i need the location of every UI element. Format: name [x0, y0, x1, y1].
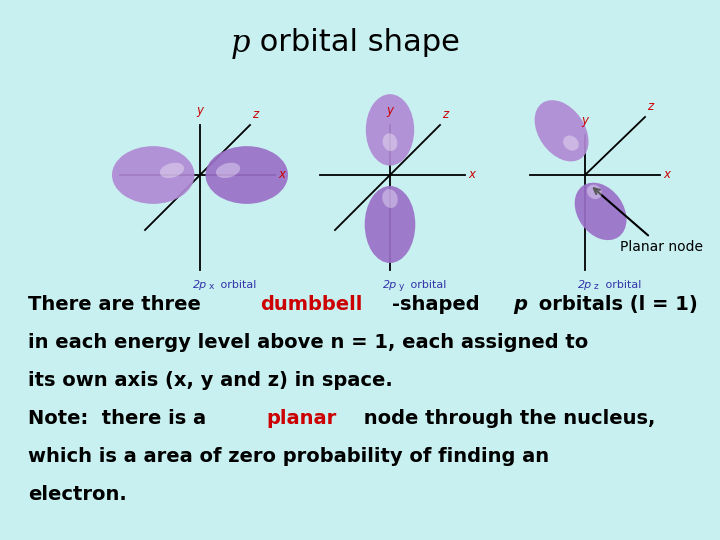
Text: Note:  there is a: Note: there is a [28, 409, 213, 428]
Text: its own axis (x, y and z) in space.: its own axis (x, y and z) in space. [28, 371, 392, 390]
Text: x: x [209, 282, 215, 291]
Ellipse shape [365, 186, 415, 263]
Text: orbital: orbital [407, 280, 446, 290]
Text: y: y [582, 114, 588, 127]
Text: electron.: electron. [28, 485, 127, 504]
Text: which is a area of zero probability of finding an: which is a area of zero probability of f… [28, 447, 549, 466]
Text: dumbbell: dumbbell [260, 295, 362, 314]
Text: planar: planar [266, 409, 337, 428]
Ellipse shape [535, 100, 588, 161]
Ellipse shape [205, 146, 288, 204]
Ellipse shape [160, 163, 184, 178]
Text: y: y [387, 104, 394, 117]
Text: Planar node: Planar node [594, 188, 703, 254]
Text: 2p: 2p [578, 280, 592, 290]
Text: p: p [230, 28, 250, 59]
Text: orbital: orbital [217, 280, 256, 290]
Ellipse shape [587, 185, 602, 199]
Ellipse shape [112, 146, 194, 204]
Text: There are three: There are three [28, 295, 207, 314]
Text: orbital shape: orbital shape [250, 28, 460, 57]
Text: z: z [442, 108, 448, 121]
Ellipse shape [382, 189, 397, 208]
Ellipse shape [216, 163, 240, 178]
Text: y: y [197, 104, 204, 117]
Text: node through the nucleus,: node through the nucleus, [357, 409, 656, 428]
Ellipse shape [382, 133, 397, 151]
Text: orbital: orbital [602, 280, 642, 290]
Text: y: y [399, 282, 405, 291]
Text: x: x [663, 168, 670, 181]
Text: p: p [513, 295, 528, 314]
Text: z: z [594, 282, 599, 291]
Text: 2p: 2p [193, 280, 207, 290]
Text: in each energy level above n = 1, each assigned to: in each energy level above n = 1, each a… [28, 333, 588, 352]
Text: x: x [468, 168, 475, 181]
Ellipse shape [575, 183, 626, 240]
Text: x: x [278, 168, 285, 181]
Text: 2p: 2p [383, 280, 397, 290]
Text: orbitals (l = 1): orbitals (l = 1) [531, 295, 698, 314]
Text: z: z [252, 108, 258, 121]
Ellipse shape [563, 136, 579, 151]
Text: -shaped: -shaped [392, 295, 486, 314]
Text: z: z [647, 100, 653, 113]
Ellipse shape [366, 94, 414, 166]
